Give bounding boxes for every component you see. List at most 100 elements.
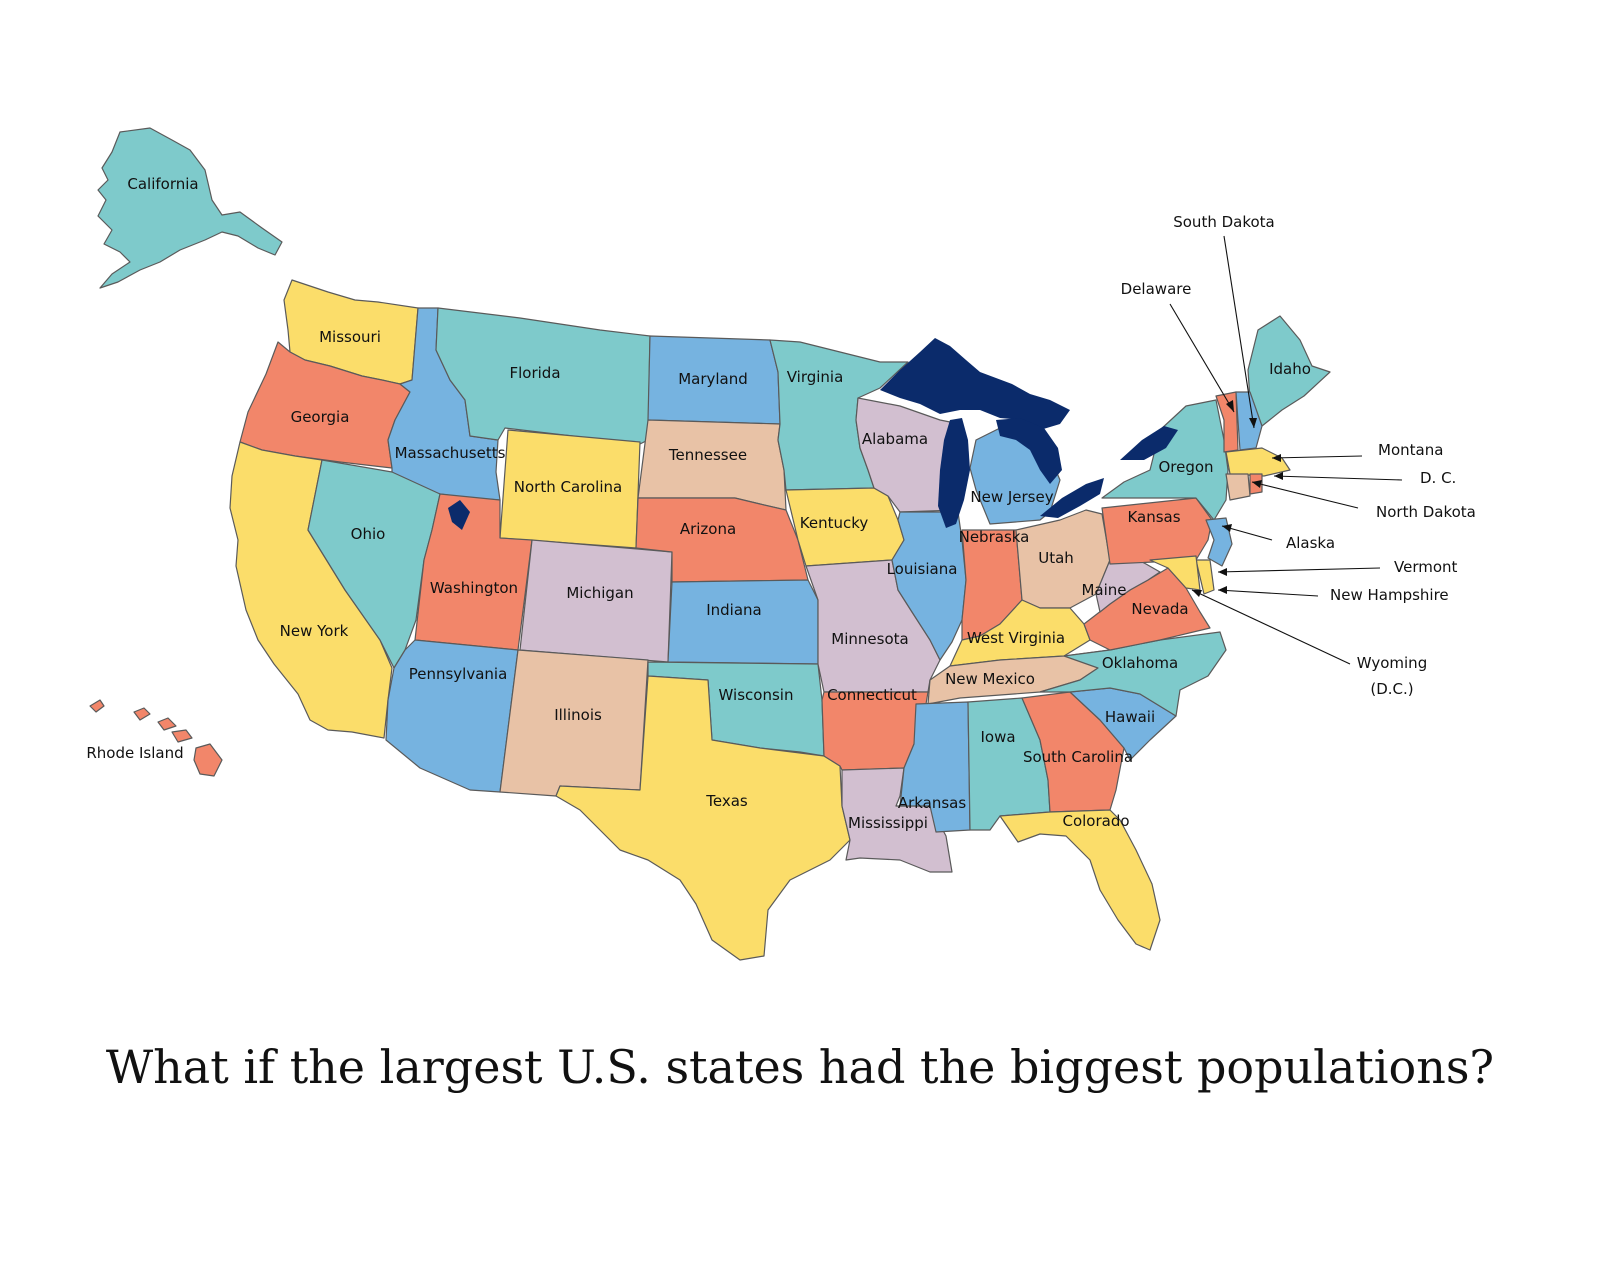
- region-louisiana: [841, 767, 953, 873]
- callout-wyoming-sub: (D.C.): [1370, 680, 1413, 698]
- label-virginia: Nevada: [1131, 600, 1188, 618]
- label-southdakota: Tennessee: [668, 446, 747, 464]
- callout-wyoming: Wyoming: [1357, 654, 1427, 672]
- leader-south-dakota: [1223, 235, 1255, 429]
- arrowhead-south-dakota: [1249, 418, 1257, 428]
- region-illinois: [891, 511, 967, 661]
- arrowhead-delaware: [1226, 400, 1234, 412]
- leader-north-dakota: [1251, 481, 1359, 509]
- region-ct-small: [1225, 473, 1251, 501]
- region-nj-small: [1205, 517, 1233, 567]
- label-hawaii: Rhode Island: [86, 744, 183, 762]
- lake-huron: [996, 418, 1062, 484]
- leader-wyoming: [1191, 589, 1351, 665]
- arrowhead-montana: [1272, 454, 1281, 462]
- region-kansas: [667, 579, 819, 665]
- label-iowa: Kentucky: [800, 514, 869, 532]
- label-kansas: Indiana: [706, 601, 762, 619]
- leader-new-hampshire: [1217, 589, 1319, 597]
- leader-montana: [1271, 455, 1363, 459]
- region-montana: [435, 307, 651, 445]
- label-minnesota: Virginia: [787, 368, 844, 386]
- great-lakes: [448, 338, 1178, 530]
- label-oklahoma: Wisconsin: [719, 686, 794, 704]
- map-title: What if the largest U.S. states had the …: [105, 1040, 1495, 1094]
- label-alaska: California: [127, 175, 198, 193]
- callout-vermont: Vermont: [1394, 558, 1458, 576]
- label-mississippi: Arkansas: [898, 794, 967, 812]
- label-illinois: Louisiana: [887, 560, 958, 578]
- label-wyoming: North Carolina: [514, 478, 622, 496]
- label-texas: Texas: [705, 792, 748, 810]
- callout-new-hampshire: New Hampshire: [1330, 586, 1449, 604]
- region-de-small: [1195, 559, 1215, 595]
- label-florida: Colorado: [1062, 812, 1129, 830]
- label-arkansas: Connecticut: [827, 686, 917, 704]
- label-northcarolina: Oklahoma: [1102, 654, 1178, 672]
- callout-north-dakota: North Dakota: [1376, 503, 1476, 521]
- region-nebraska: [635, 497, 809, 583]
- leader-dc: [1273, 475, 1403, 481]
- label-georgia: South Carolina: [1023, 748, 1133, 766]
- label-california: New York: [280, 622, 349, 640]
- callout-south-dakota: South Dakota: [1173, 213, 1275, 231]
- label-pennsylvania: Kansas: [1127, 508, 1180, 526]
- great-salt-lake: [448, 500, 470, 530]
- callouts: South Dakota Delaware Montana D. C. Nort…: [1121, 213, 1476, 698]
- region-newyork: [1101, 399, 1229, 521]
- label-wisconsin: Alabama: [862, 430, 928, 448]
- callout-montana: Montana: [1378, 441, 1443, 459]
- region-wisconsin: [855, 397, 961, 513]
- callout-delaware: Delaware: [1121, 280, 1192, 298]
- label-montana: Florida: [509, 364, 560, 382]
- lake-ontario: [1120, 426, 1178, 460]
- region-md-small: [1149, 555, 1201, 591]
- label-alabama: Iowa: [980, 728, 1015, 746]
- state-shapes: [89, 127, 1331, 961]
- arrowhead-wyoming: [1192, 590, 1202, 597]
- label-nebraska: Arizona: [680, 520, 736, 538]
- leader-vermont: [1217, 567, 1381, 573]
- callout-dc: D. C.: [1420, 469, 1456, 487]
- arrowhead-vermont: [1218, 568, 1227, 576]
- label-arizona: Pennsylvania: [409, 665, 508, 683]
- region-texas: [555, 675, 851, 961]
- label-kentucky: West Virginia: [967, 629, 1065, 647]
- arrowhead-dc: [1274, 472, 1283, 480]
- label-michigan: New Jersey: [970, 488, 1053, 506]
- label-northdakota: Maryland: [678, 370, 748, 388]
- arrowhead-new-hampshire: [1218, 586, 1227, 594]
- lake-michigan: [938, 418, 970, 528]
- label-indiana: Nebraska: [959, 528, 1030, 546]
- label-nevada: Ohio: [351, 525, 386, 543]
- label-utah: Washington: [430, 579, 518, 597]
- region-northcarolina: [1039, 631, 1227, 717]
- region-florida: [999, 809, 1161, 951]
- region-labels: California Missouri Georgia New York Mas…: [86, 175, 1311, 832]
- label-newyork: Oregon: [1158, 458, 1213, 476]
- region-arizona: [385, 639, 519, 793]
- lake-superior: [880, 338, 1070, 430]
- label-maine: Idaho: [1269, 360, 1311, 378]
- label-colorado: Michigan: [566, 584, 633, 602]
- label-oregon: Georgia: [291, 408, 350, 426]
- callout-alaska: Alaska: [1286, 534, 1335, 552]
- label-missouri: Minnesota: [831, 630, 908, 648]
- region-nevada: [307, 459, 441, 669]
- region-mass-small: [1225, 447, 1291, 477]
- label-washington: Missouri: [319, 328, 381, 346]
- label-idaho: Massachusetts: [395, 444, 506, 462]
- label-southcarolina: Hawaii: [1105, 708, 1155, 726]
- region-nh-small: [1235, 391, 1263, 451]
- label-tennessee: New Mexico: [945, 670, 1035, 688]
- arrowhead-north-dakota: [1252, 480, 1262, 488]
- lake-erie: [1040, 478, 1104, 518]
- region-alaska: [97, 127, 283, 289]
- arrowhead-alaska: [1222, 524, 1232, 532]
- region-southdakota: [637, 419, 787, 511]
- region-maine: [1247, 315, 1331, 427]
- label-westvirginia: Maine: [1081, 581, 1126, 599]
- region-hawaii: [89, 699, 223, 777]
- label-newmexico: Illinois: [554, 706, 602, 724]
